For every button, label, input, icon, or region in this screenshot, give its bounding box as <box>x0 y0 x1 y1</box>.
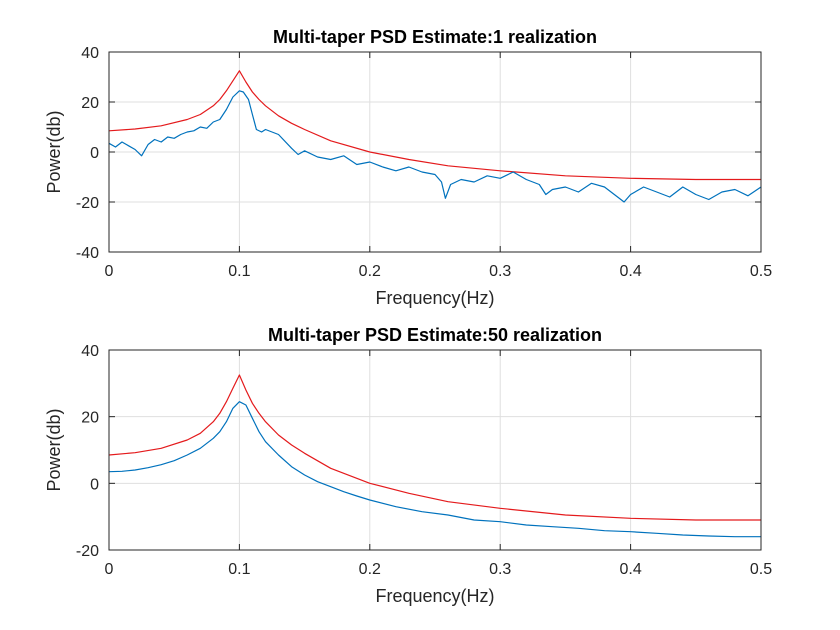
x-tick-label: 0.2 <box>359 263 381 280</box>
plot-area <box>109 350 761 550</box>
chart-panel-bottom: 0 0.1 0.2 0.3 0.4 0.5 -20 0 20 40 Multi-taper PSD … <box>44 325 772 606</box>
y-axis-label: Power(db) <box>44 110 64 193</box>
x-tick-label: 0.3 <box>489 263 511 280</box>
y-tick-label: -20 <box>76 543 99 560</box>
series-line-red <box>108 374 761 521</box>
y-tick-label: 20 <box>81 410 99 427</box>
x-tick-label: 0.4 <box>619 561 641 578</box>
series-line-blue <box>108 90 762 203</box>
x-tick-label: 0.5 <box>750 263 772 280</box>
chart-title: Multi-taper PSD Estimate:50 realization <box>268 325 602 345</box>
y-axis-label: Power(db) <box>44 408 64 491</box>
chart-panel-top: 0 0.1 0.2 0.3 0.4 0.5 -40 -20 0 20 40 Multi-taper P… <box>44 27 772 308</box>
x-tick-label: 0.4 <box>619 263 641 280</box>
x-axis-label: Frequency(Hz) <box>375 586 494 606</box>
axes-frame <box>108 349 762 551</box>
y-tick-label: 40 <box>81 45 99 62</box>
y-tick-label: 20 <box>81 95 99 112</box>
y-tick-label: -40 <box>76 245 99 262</box>
chart-title: Multi-taper PSD Estimate:1 realization <box>273 27 597 47</box>
series-line-red <box>108 70 761 181</box>
series-line-blue <box>108 401 761 538</box>
x-tick-label: 0.3 <box>489 561 511 578</box>
x-tick-label: 0 <box>105 263 114 280</box>
x-tick-label: 0.5 <box>750 561 772 578</box>
x-axis-label: Frequency(Hz) <box>375 288 494 308</box>
y-tick-label: 0 <box>90 145 99 162</box>
y-tick-label: 40 <box>81 343 99 360</box>
x-tick-label: 0.2 <box>359 561 381 578</box>
y-tick-label: 0 <box>90 476 99 493</box>
x-tick-label: 0.1 <box>228 263 250 280</box>
x-tick-label: 0 <box>105 561 114 578</box>
x-tick-label: 0.1 <box>228 561 250 578</box>
y-tick-label: -20 <box>76 195 99 212</box>
